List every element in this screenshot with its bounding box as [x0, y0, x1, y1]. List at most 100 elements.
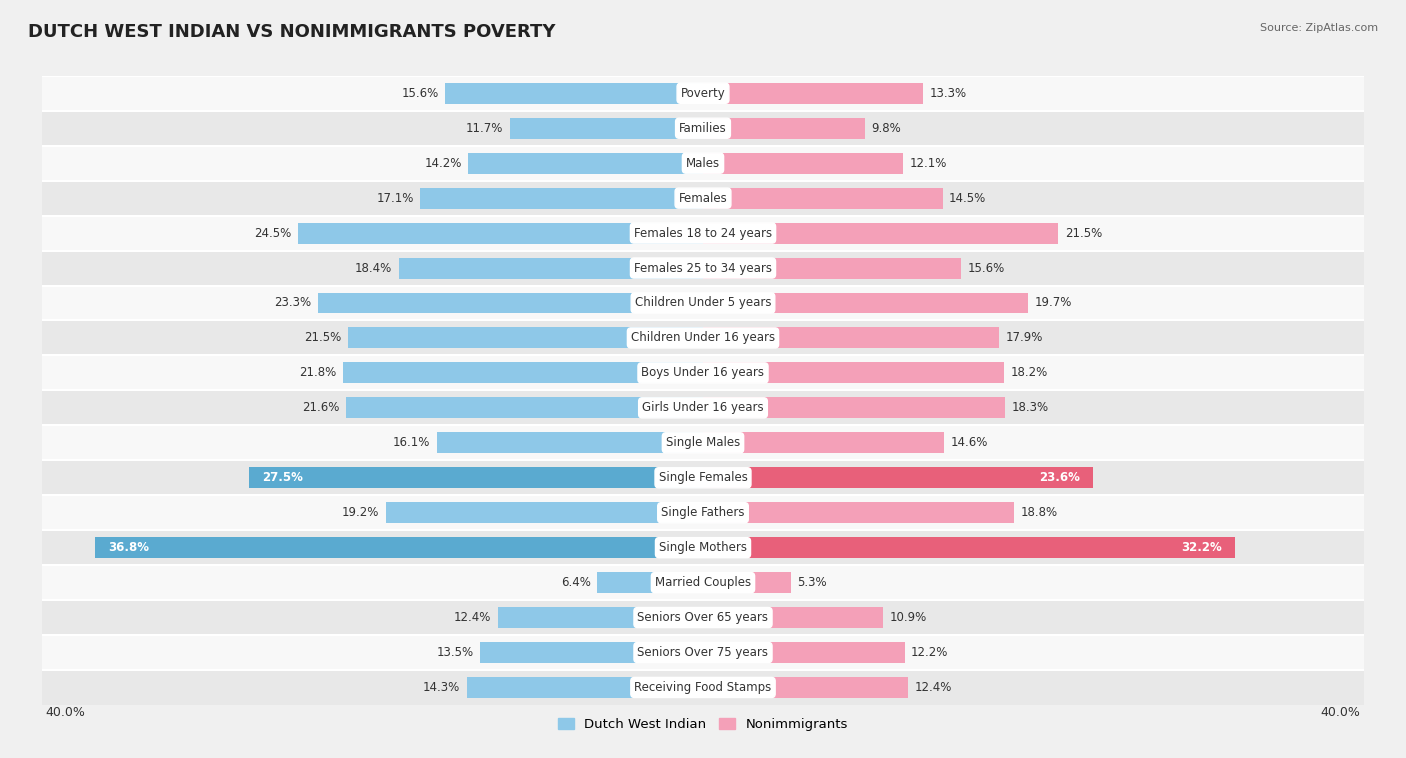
Text: 21.5%: 21.5% — [1064, 227, 1102, 240]
Bar — [703, 432, 945, 453]
Bar — [42, 600, 1364, 635]
Bar — [318, 293, 703, 314]
Bar — [42, 146, 1364, 180]
Text: Boys Under 16 years: Boys Under 16 years — [641, 366, 765, 380]
Text: 18.3%: 18.3% — [1012, 401, 1049, 415]
Bar — [42, 390, 1364, 425]
Bar — [42, 321, 1364, 356]
Bar — [468, 152, 703, 174]
Bar — [42, 356, 1364, 390]
Text: 23.3%: 23.3% — [274, 296, 312, 309]
Bar — [42, 565, 1364, 600]
Text: Girls Under 16 years: Girls Under 16 years — [643, 401, 763, 415]
Bar — [420, 188, 703, 208]
Text: 36.8%: 36.8% — [108, 541, 149, 554]
Bar — [298, 223, 703, 243]
Text: Children Under 5 years: Children Under 5 years — [634, 296, 772, 309]
Bar — [703, 223, 1059, 243]
Text: 17.1%: 17.1% — [377, 192, 413, 205]
Text: 14.5%: 14.5% — [949, 192, 987, 205]
Bar — [96, 537, 703, 558]
Text: Source: ZipAtlas.com: Source: ZipAtlas.com — [1260, 23, 1378, 33]
Text: 14.2%: 14.2% — [425, 157, 461, 170]
Text: Children Under 16 years: Children Under 16 years — [631, 331, 775, 344]
Bar — [703, 467, 1092, 488]
Text: 15.6%: 15.6% — [967, 262, 1004, 274]
Bar — [385, 503, 703, 523]
Text: Single Females: Single Females — [658, 471, 748, 484]
Text: 10.9%: 10.9% — [890, 611, 927, 624]
Text: Single Males: Single Males — [666, 437, 740, 449]
Text: Single Mothers: Single Mothers — [659, 541, 747, 554]
Bar — [703, 327, 998, 349]
Bar — [703, 293, 1028, 314]
Text: Females 25 to 34 years: Females 25 to 34 years — [634, 262, 772, 274]
Text: Receiving Food Stamps: Receiving Food Stamps — [634, 681, 772, 694]
Text: 18.4%: 18.4% — [356, 262, 392, 274]
Bar — [703, 642, 904, 663]
Bar — [703, 362, 1004, 384]
Text: Married Couples: Married Couples — [655, 576, 751, 589]
Text: 19.7%: 19.7% — [1035, 296, 1073, 309]
Bar — [479, 642, 703, 663]
Bar — [703, 607, 883, 628]
Text: 13.3%: 13.3% — [929, 86, 966, 100]
Bar — [703, 537, 1234, 558]
Bar — [42, 495, 1364, 530]
Bar — [703, 503, 1014, 523]
Text: 16.1%: 16.1% — [394, 437, 430, 449]
Legend: Dutch West Indian, Nonimmigrants: Dutch West Indian, Nonimmigrants — [553, 713, 853, 736]
Bar — [42, 635, 1364, 670]
Text: 19.2%: 19.2% — [342, 506, 380, 519]
Text: Poverty: Poverty — [681, 86, 725, 100]
Bar — [703, 397, 1005, 418]
Text: 27.5%: 27.5% — [262, 471, 302, 484]
Text: 18.8%: 18.8% — [1021, 506, 1057, 519]
Text: 40.0%: 40.0% — [1320, 706, 1361, 719]
Bar — [42, 425, 1364, 460]
Text: 6.4%: 6.4% — [561, 576, 591, 589]
Bar — [703, 152, 903, 174]
Text: Females 18 to 24 years: Females 18 to 24 years — [634, 227, 772, 240]
Text: 24.5%: 24.5% — [254, 227, 291, 240]
Text: 40.0%: 40.0% — [45, 706, 86, 719]
Text: 12.4%: 12.4% — [454, 611, 492, 624]
Bar — [249, 467, 703, 488]
Bar — [703, 677, 908, 698]
Text: 17.9%: 17.9% — [1005, 331, 1043, 344]
Bar — [510, 117, 703, 139]
Text: 5.3%: 5.3% — [797, 576, 827, 589]
Text: 18.2%: 18.2% — [1011, 366, 1047, 380]
Bar — [703, 117, 865, 139]
Bar — [42, 530, 1364, 565]
Text: 12.4%: 12.4% — [914, 681, 952, 694]
Bar — [703, 258, 960, 278]
Text: 23.6%: 23.6% — [1039, 471, 1080, 484]
Bar — [42, 215, 1364, 251]
Text: Families: Families — [679, 122, 727, 135]
Bar — [446, 83, 703, 104]
Text: 32.2%: 32.2% — [1181, 541, 1222, 554]
Bar — [42, 460, 1364, 495]
Text: 12.2%: 12.2% — [911, 646, 949, 659]
Text: 21.6%: 21.6% — [302, 401, 339, 415]
Text: 9.8%: 9.8% — [872, 122, 901, 135]
Bar — [467, 677, 703, 698]
Text: 11.7%: 11.7% — [465, 122, 503, 135]
Text: Males: Males — [686, 157, 720, 170]
Bar — [347, 327, 703, 349]
Text: 12.1%: 12.1% — [910, 157, 946, 170]
Text: 21.8%: 21.8% — [299, 366, 336, 380]
Bar — [703, 188, 942, 208]
Bar — [598, 572, 703, 593]
Text: 21.5%: 21.5% — [304, 331, 342, 344]
Bar — [42, 670, 1364, 705]
Bar — [42, 251, 1364, 286]
Bar — [42, 180, 1364, 215]
Text: 13.5%: 13.5% — [436, 646, 474, 659]
Text: 15.6%: 15.6% — [402, 86, 439, 100]
Text: Seniors Over 75 years: Seniors Over 75 years — [637, 646, 769, 659]
Bar — [703, 83, 922, 104]
Bar — [498, 607, 703, 628]
Bar — [703, 572, 790, 593]
